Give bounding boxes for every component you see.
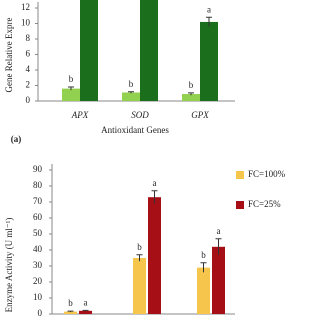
y-tick-label: 12	[21, 2, 30, 12]
y-tick-label: 2	[26, 80, 31, 90]
legend-label: FC=25%	[248, 199, 281, 209]
y-tick-label: 10	[21, 18, 31, 28]
y-tick-label: 6	[26, 49, 31, 59]
y-tick-label: 8	[26, 33, 31, 43]
y-tick-label: 70	[33, 196, 43, 206]
y-tick-label: 20	[33, 276, 43, 286]
bar	[122, 92, 140, 101]
error-bar	[136, 254, 143, 262]
error-bar	[67, 310, 74, 313]
significance-letter: a	[84, 297, 88, 307]
x-tick-label: GPX	[191, 110, 209, 120]
legend-label: FC=100%	[248, 169, 286, 179]
bar	[200, 21, 218, 102]
significance-letter: b	[68, 298, 73, 308]
y-axis-label: Enzyme Activity (U ml⁻¹)	[4, 218, 14, 313]
error-bar	[82, 309, 89, 312]
bar	[79, 310, 92, 314]
legend-swatch	[236, 171, 244, 179]
bar	[140, 0, 158, 101]
legend-swatch	[236, 201, 244, 209]
y-tick-label: 60	[33, 212, 43, 222]
bar	[64, 311, 77, 314]
error-bar	[68, 86, 74, 91]
y-axis-label: Gene Relative Expre	[4, 18, 14, 93]
error-bar	[215, 238, 222, 255]
y-tick-label: 0	[38, 308, 43, 318]
error-bar	[128, 91, 134, 94]
x-axis-label: Antioxidant Genes	[101, 125, 169, 135]
y-tick-label: 90	[33, 164, 43, 174]
significance-letter: a	[153, 178, 157, 188]
bar	[62, 88, 80, 101]
y-tick-label: 40	[33, 244, 43, 254]
y-tick-label: 50	[33, 228, 43, 238]
significance-letter: b	[137, 242, 142, 252]
x-tick-label: APX	[71, 110, 89, 120]
significance-letter: a	[217, 226, 221, 236]
significance-letter: b	[189, 80, 194, 90]
bar	[182, 94, 200, 101]
bar	[212, 246, 225, 314]
panel-label: (a)	[11, 134, 22, 144]
x-tick-label: SOD	[131, 110, 149, 120]
significance-letter: b	[129, 79, 134, 89]
significance-letter: b	[201, 250, 206, 260]
y-tick-label: 4	[26, 64, 31, 74]
bar	[80, 0, 98, 101]
y-tick-label: 10	[33, 292, 43, 302]
significance-letter: b	[69, 74, 74, 84]
y-tick-label: 0	[26, 95, 31, 105]
error-bar	[188, 92, 194, 96]
error-bar	[200, 262, 207, 273]
bar	[197, 267, 210, 314]
error-bar	[206, 16, 212, 27]
error-bar	[151, 190, 158, 204]
bar	[133, 258, 146, 314]
bar	[148, 197, 161, 314]
y-tick-label: 80	[33, 180, 43, 190]
y-tick-label: 30	[33, 260, 43, 270]
significance-letter: a	[207, 4, 211, 14]
